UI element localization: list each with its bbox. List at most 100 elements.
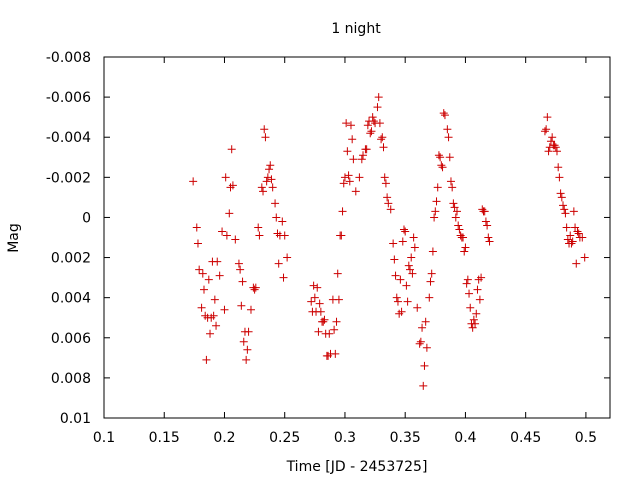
y-tick-label: -0.002 [46, 170, 91, 186]
data-point [307, 297, 316, 306]
data-point [427, 269, 436, 278]
data-point [246, 305, 255, 314]
data-point [572, 259, 581, 268]
data-point [251, 283, 260, 292]
data-point [420, 361, 429, 370]
data-point [560, 205, 569, 214]
data-point [250, 285, 259, 294]
data-point [366, 129, 375, 138]
data-point [215, 271, 224, 280]
data-point [451, 213, 460, 222]
data-point [351, 187, 360, 196]
data-point [260, 125, 269, 134]
data-point [242, 355, 251, 364]
data-point [268, 183, 277, 192]
data-point [313, 283, 322, 292]
data-point [377, 135, 386, 144]
data-point [228, 181, 237, 190]
data-point [460, 247, 469, 256]
data-point [557, 193, 566, 202]
data-point [315, 299, 324, 308]
data-point [222, 231, 231, 240]
data-point [477, 273, 486, 282]
x-tick-label: 0.5 [575, 430, 597, 446]
plot-frame [103, 56, 611, 419]
data-point [433, 183, 442, 192]
data-point [262, 177, 271, 186]
data-point [349, 155, 358, 164]
data-point [448, 183, 457, 192]
data-point [369, 117, 378, 126]
data-point [551, 143, 560, 152]
data-point [345, 177, 354, 186]
data-point [428, 247, 437, 256]
data-point [266, 161, 275, 170]
data-point [397, 307, 406, 316]
y-tick-label: 0.004 [51, 291, 91, 307]
data-point [569, 207, 578, 216]
data-point [438, 163, 447, 172]
data-point [574, 229, 583, 238]
data-point [546, 137, 555, 146]
data-point [195, 265, 204, 274]
data-point [225, 209, 234, 218]
data-point [381, 179, 390, 188]
data-point [220, 305, 229, 314]
x-tick-label: 0.25 [269, 430, 300, 446]
y-tick-label: -0.008 [46, 50, 91, 66]
data-point [213, 257, 222, 266]
data-point [462, 279, 471, 288]
data-point [192, 223, 201, 232]
data-point [339, 179, 348, 188]
data-point [404, 261, 413, 270]
data-point [580, 253, 589, 262]
data-point [571, 223, 580, 232]
data-point [379, 143, 388, 152]
data-point [402, 281, 411, 290]
data-point [566, 231, 575, 240]
data-point [206, 329, 215, 338]
data-point [561, 209, 570, 218]
data-point [389, 239, 398, 248]
data-point [568, 237, 577, 246]
data-point [236, 265, 245, 274]
data-point [193, 239, 202, 248]
data-point [368, 113, 377, 122]
x-tick-label: 0.35 [390, 430, 421, 446]
data-point [330, 325, 339, 334]
data-point [431, 207, 440, 216]
data-point [399, 225, 408, 234]
data-point [426, 277, 435, 286]
data-point [439, 109, 448, 118]
data-point [421, 317, 430, 326]
data-point [274, 259, 283, 268]
data-point [331, 349, 340, 358]
data-point [406, 265, 415, 274]
data-point [243, 345, 252, 354]
data-point [445, 153, 454, 162]
data-point [280, 231, 289, 240]
data-point [390, 255, 399, 264]
x-axis: 0.1 0.15 0.2 0.25 0.3 0.35 0.4 0.45 0.5 [93, 57, 597, 446]
data-point [392, 293, 401, 302]
data-point [425, 293, 434, 302]
data-point [265, 165, 274, 174]
data-point [548, 133, 557, 142]
data-point [340, 173, 349, 182]
data-point [386, 205, 395, 214]
data-point [440, 111, 449, 120]
data-point [475, 295, 484, 304]
data-point [231, 235, 240, 244]
x-tick-label: 0.1 [93, 430, 115, 446]
data-point [466, 303, 475, 312]
data-point [444, 133, 453, 142]
data-point [483, 221, 492, 230]
data-point [362, 145, 371, 154]
data-point [338, 207, 347, 216]
data-point [552, 147, 561, 156]
data-point [452, 207, 461, 216]
data-point [567, 239, 576, 248]
data-point [272, 213, 281, 222]
data-point [278, 217, 287, 226]
